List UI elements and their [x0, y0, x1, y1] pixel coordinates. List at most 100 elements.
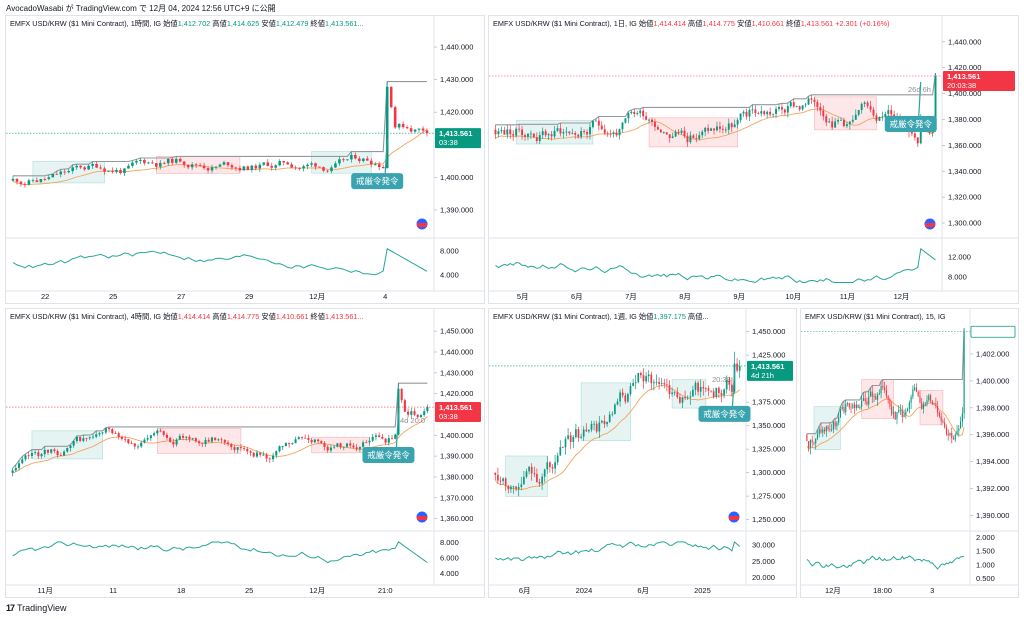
candle-body: [837, 120, 840, 122]
candle-body: [594, 120, 597, 122]
last-price-tag-countdown: 03:38: [439, 412, 458, 421]
candle-body: [876, 394, 879, 400]
time-tick-label: 21:0: [378, 586, 393, 595]
candle-body: [671, 392, 673, 394]
candle-body: [497, 474, 499, 481]
candle-body: [944, 422, 946, 428]
price-tick-label: 1,360.000: [948, 141, 981, 150]
last-price-tag: [435, 402, 481, 423]
chart-panel-4h[interactable]: EMFX USD/KRW ($1 Mini Contract), 4時間, IG…: [5, 308, 485, 598]
candle-body: [409, 128, 413, 132]
candle-body: [813, 442, 815, 444]
candle-body: [956, 430, 958, 435]
last-price-tag: [747, 360, 793, 381]
candle-body: [326, 170, 329, 172]
candle-body: [551, 467, 554, 469]
candle-body: [381, 167, 385, 169]
chart-panel-1h[interactable]: EMFX USD/KRW ($1 Mini Contract), 1時間, IG…: [5, 15, 485, 304]
candle-body: [907, 408, 909, 412]
candle-body: [668, 385, 671, 394]
candle-body: [530, 466, 533, 474]
candle-body: [908, 402, 910, 409]
candle-body: [567, 435, 569, 439]
time-tick-label: 18:00: [873, 586, 892, 595]
candle-body: [265, 454, 268, 459]
chart-panel-1w[interactable]: EMFX USD/KRW ($1 Mini Contract), 1週, IG …: [488, 308, 797, 598]
candle-body: [854, 114, 857, 120]
candle-body: [63, 171, 67, 173]
price-tick-label: 1,398.000: [976, 403, 1009, 412]
candle-body: [521, 129, 524, 136]
candle-body: [165, 434, 168, 438]
callout-label: 戒厳令発令: [356, 176, 399, 186]
brand-label: TradingView: [17, 603, 67, 613]
oscillator-line: [806, 555, 965, 570]
chart-panel-15m[interactable]: EMFX USD/KRW ($1 Mini Contract), 15, IG …: [800, 308, 1019, 598]
range-box: [919, 390, 944, 426]
candle-body: [580, 131, 583, 137]
candle-body: [565, 131, 568, 133]
last-price-tag: [970, 325, 1016, 338]
candle-body: [401, 123, 405, 128]
candle-body: [302, 166, 305, 169]
candle-body: [919, 395, 921, 403]
time-tick-label: 12月: [894, 292, 910, 301]
oscillator-line: [495, 540, 741, 562]
candle-body: [562, 132, 565, 134]
time-tick-label: 29: [245, 292, 253, 301]
candle-body: [825, 426, 827, 432]
price-tick-label: 1,375.000: [752, 398, 785, 407]
candle-body: [827, 426, 829, 430]
candle-body: [166, 158, 170, 164]
candle-body: [181, 435, 185, 438]
candle-body: [899, 409, 902, 411]
candle-body: [27, 455, 30, 457]
candle-body: [671, 136, 674, 138]
price-tick-label: 1,400.000: [976, 376, 1009, 385]
candle-body: [358, 158, 361, 162]
candle-body: [903, 414, 905, 418]
price-tick-label: 1,420.000: [440, 389, 473, 398]
candle-body: [11, 470, 14, 473]
candle-body: [748, 109, 751, 117]
chart-panel-1d[interactable]: EMFX USD/KRW ($1 Mini Contract), 1日, IG …: [488, 15, 1019, 304]
candle-body: [288, 443, 291, 445]
candle-body: [310, 439, 313, 443]
candle-body: [298, 168, 301, 170]
candle-body: [206, 168, 210, 171]
candle-body: [127, 165, 130, 169]
candle-body: [504, 478, 507, 486]
candle-body: [384, 438, 387, 443]
candle-body: [381, 437, 384, 439]
price-tick-label: 1,440.000: [440, 43, 473, 52]
candle-body: [910, 132, 913, 134]
candle-body: [618, 129, 621, 136]
candle-body: [818, 429, 820, 435]
candle-body: [413, 411, 416, 415]
candle-body: [238, 167, 242, 171]
moving-average-line: [495, 108, 936, 141]
candle-body: [893, 114, 896, 118]
candle-body: [35, 180, 39, 182]
candle-body: [190, 164, 194, 168]
candle-body: [834, 121, 837, 128]
candle-body: [549, 462, 551, 468]
candle-body: [724, 129, 727, 131]
candle-body: [845, 403, 847, 413]
callout-arrow: [918, 81, 922, 117]
candle-body: [775, 108, 778, 114]
candle-body: [37, 452, 40, 457]
candle-body: [143, 439, 146, 443]
candle-body: [887, 110, 890, 114]
candle-body: [255, 452, 259, 457]
oscillator-line: [495, 247, 936, 284]
tradingview-footer[interactable]: 17 TradingView: [6, 603, 67, 613]
candle-body: [574, 133, 577, 135]
candle-body: [825, 116, 828, 123]
candle-body: [275, 451, 278, 456]
candle-body: [848, 403, 850, 408]
last-price-tag-value: 1,403.685: [975, 327, 1008, 336]
price-tick-label: 1,430.000: [440, 368, 473, 377]
candle-body: [612, 132, 615, 134]
candle-body: [151, 162, 154, 164]
